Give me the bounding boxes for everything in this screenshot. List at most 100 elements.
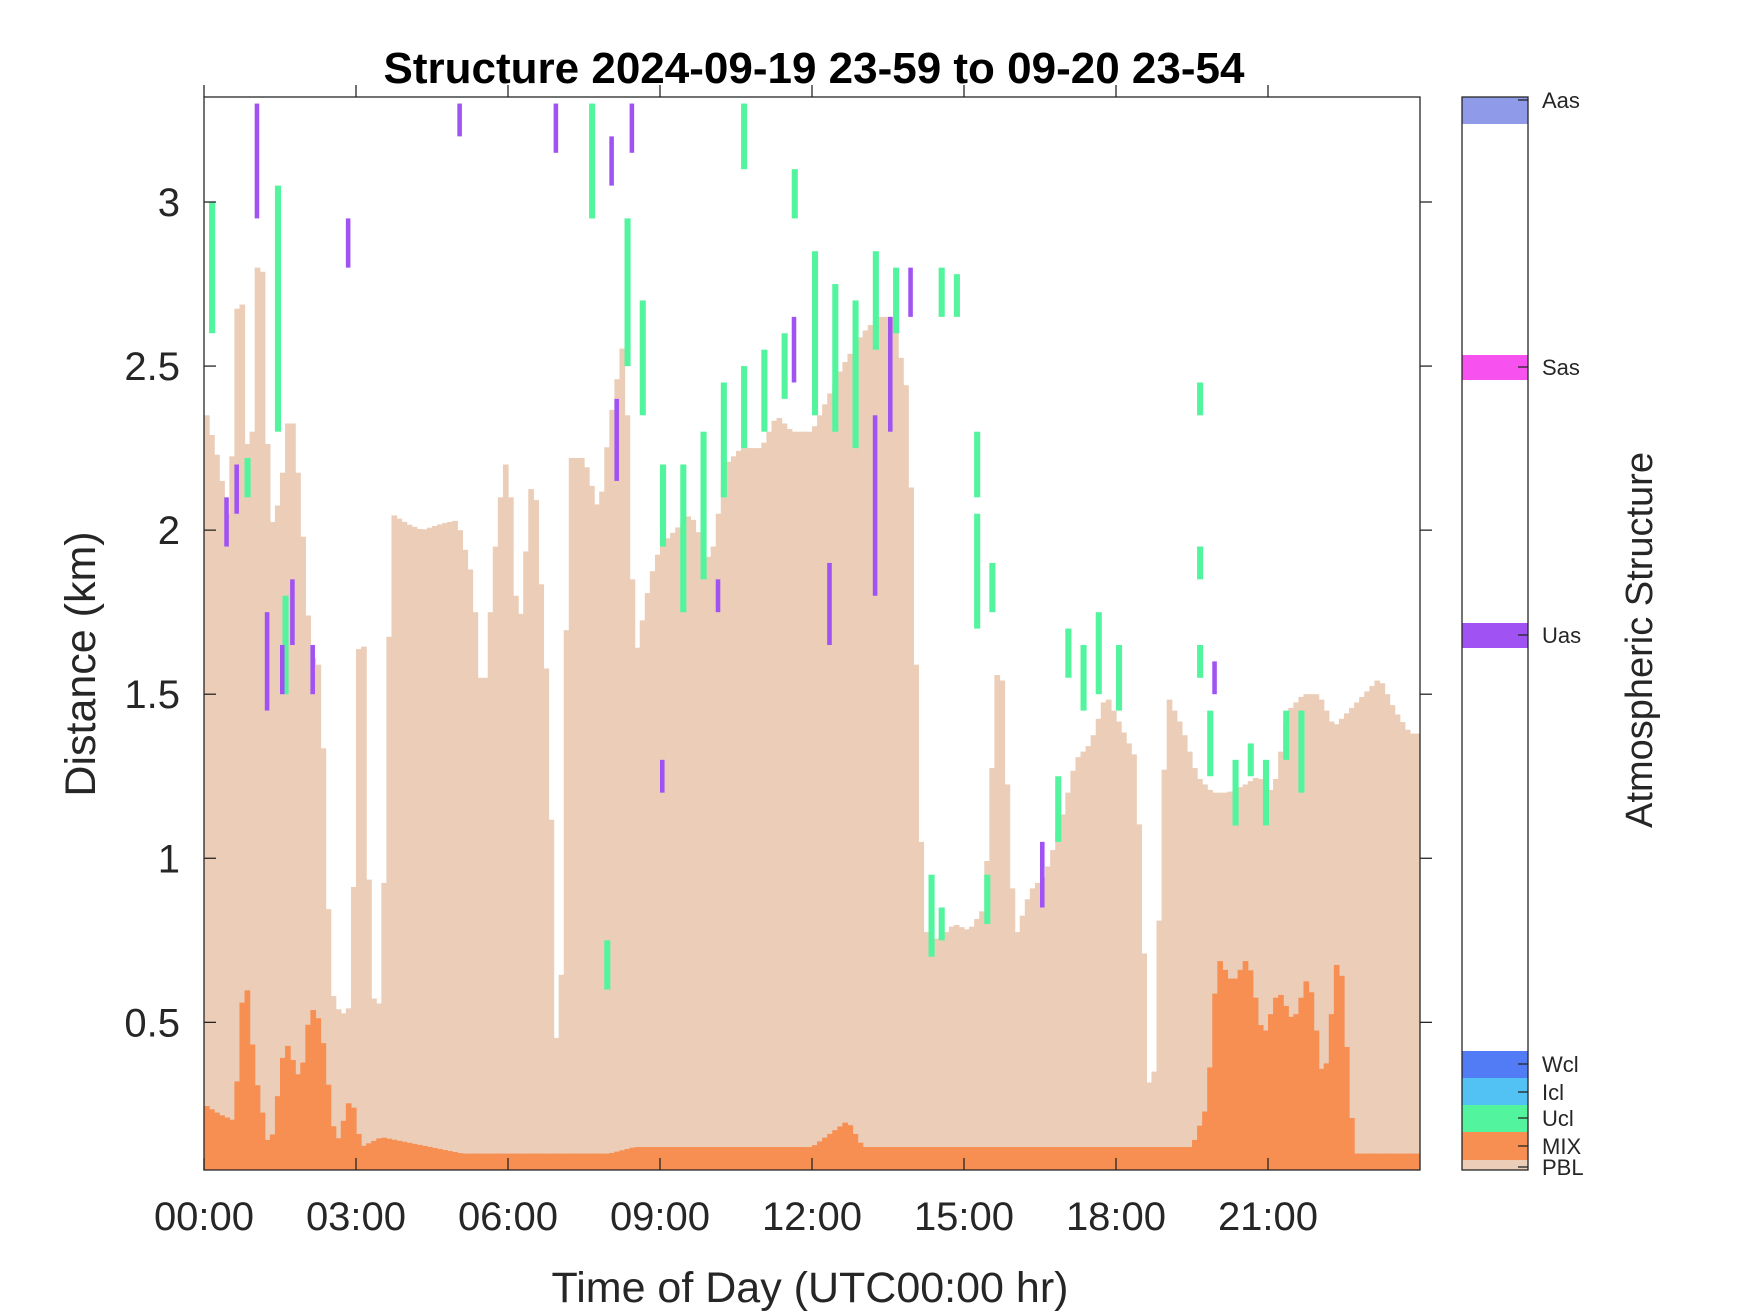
pbl-column [690, 519, 697, 1170]
ucl-segment [1065, 628, 1072, 678]
colorbar-swatch-icl [1462, 1078, 1528, 1105]
axes: 00:00 03:00 06:00 09:00 12:00 15:00 18:00 21:00… [124, 85, 1432, 1239]
uas-segment [280, 644, 285, 695]
mix-column [401, 1141, 408, 1170]
mix-column [1171, 1147, 1178, 1170]
mix-column [320, 1043, 327, 1170]
pbl-column [761, 442, 767, 1170]
mix-column [315, 1018, 322, 1170]
pbl-column [710, 546, 717, 1170]
y-tick-label: 1 [158, 837, 180, 881]
pbl-column [700, 544, 707, 1170]
pbl-column [553, 1037, 560, 1170]
uas-segment [791, 316, 797, 383]
mix-column [1161, 1147, 1168, 1170]
pbl-column [391, 515, 398, 1170]
x-axis-label: Time of Day (UTC00:00 hr) [552, 1264, 1069, 1312]
colorbar-swatch-aas [1462, 97, 1528, 124]
mix-column [305, 1024, 311, 1170]
pbl-column [1212, 792, 1218, 1170]
mix-column [1262, 1030, 1269, 1170]
pbl-column [964, 929, 970, 1170]
ucl-segment [1232, 759, 1239, 826]
mix-column [903, 1147, 909, 1170]
pbl-column [219, 480, 225, 1170]
mix-column [943, 1147, 950, 1170]
mix-column [837, 1126, 843, 1170]
mix-column [1141, 1147, 1147, 1170]
mix-column [654, 1147, 661, 1170]
pbl-column [913, 664, 919, 1170]
pbl-column [948, 926, 955, 1170]
pbl-column [624, 415, 631, 1170]
mix-column [1186, 1147, 1193, 1170]
pbl-column [1019, 915, 1026, 1170]
mix-column [214, 1112, 220, 1170]
pbl-column [330, 996, 337, 1170]
mix-column [568, 1153, 575, 1170]
mix-column [1303, 981, 1310, 1170]
pbl-column [817, 415, 823, 1170]
pbl-column [1364, 691, 1370, 1170]
mix-column [487, 1153, 494, 1170]
colorbar-label-wcl: Wcl [1542, 1052, 1579, 1077]
mix-column [791, 1147, 798, 1170]
plot-area [204, 97, 1420, 1170]
mix-column [340, 1120, 347, 1170]
pbl-column [1045, 866, 1051, 1170]
mix-column [1237, 969, 1244, 1170]
ucl-segment [928, 874, 935, 957]
ucl-segment [1095, 612, 1102, 695]
pbl-column [1034, 882, 1041, 1170]
mix-column [1399, 1153, 1406, 1170]
pbl-column [629, 579, 636, 1170]
mix-column [482, 1153, 489, 1170]
pbl-column [715, 513, 722, 1170]
mix-column [219, 1115, 225, 1170]
pbl-column [933, 938, 940, 1170]
pbl-column [923, 932, 930, 1170]
mix-column [376, 1138, 382, 1170]
colorbar-label-uas: Uas [1542, 623, 1581, 648]
ucl-segment [680, 464, 687, 613]
colorbar-label-sas: Sas [1542, 355, 1580, 380]
pbl-column [1323, 710, 1330, 1170]
mix-column [442, 1150, 448, 1170]
mix-column [1024, 1147, 1031, 1170]
mix-column [1273, 997, 1279, 1170]
mix-column [224, 1117, 230, 1170]
mix-column [274, 1096, 281, 1170]
pbl-column [725, 461, 732, 1170]
pbl-column [1040, 877, 1046, 1170]
mix-column [1181, 1147, 1188, 1170]
pbl-column [806, 431, 813, 1170]
pbl-column [548, 819, 555, 1170]
mix-column [685, 1147, 691, 1170]
mix-column [923, 1147, 930, 1170]
mix-column [1105, 1147, 1112, 1170]
pbl-column [776, 418, 783, 1170]
pbl-column [1344, 713, 1350, 1170]
mix-column [1095, 1147, 1102, 1170]
pbl-column [518, 613, 524, 1170]
mix-column [467, 1153, 474, 1170]
mix-column [416, 1144, 423, 1170]
pbl-column [1409, 733, 1416, 1170]
mix-column [386, 1138, 393, 1170]
mix-column [325, 1084, 332, 1170]
colorbar-title: Atmospheric Structure [1619, 452, 1661, 828]
mix-column [391, 1139, 398, 1170]
pbl-column [1399, 722, 1406, 1170]
uas-segment [872, 415, 878, 596]
pbl-column [1095, 718, 1102, 1170]
pbl-column [1090, 735, 1097, 1170]
mix-column [670, 1147, 676, 1170]
pbl-column [781, 423, 788, 1170]
mix-column [497, 1153, 504, 1170]
ucl-segment [700, 431, 707, 580]
ucl-segment [589, 103, 596, 219]
mix-column [285, 1045, 291, 1170]
pbl-column [999, 680, 1006, 1170]
pbl-column [1004, 784, 1011, 1170]
